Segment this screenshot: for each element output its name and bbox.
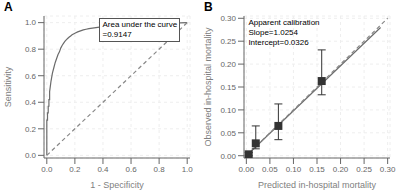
svg-text:0.2: 0.2 bbox=[25, 125, 37, 134]
svg-text:Observed in-hospital mortality: Observed in-hospital mortality bbox=[203, 27, 213, 147]
svg-text:0.05: 0.05 bbox=[262, 165, 278, 174]
svg-text:0.15: 0.15 bbox=[309, 165, 325, 174]
svg-text:0.30: 0.30 bbox=[220, 14, 236, 23]
svg-text:0.20: 0.20 bbox=[333, 165, 349, 174]
svg-text:Sensitivity: Sensitivity bbox=[8, 66, 13, 107]
svg-text:1.0: 1.0 bbox=[25, 18, 37, 27]
svg-text:1.0: 1.0 bbox=[182, 165, 194, 174]
svg-text:0.00: 0.00 bbox=[220, 152, 236, 161]
svg-text:0.25: 0.25 bbox=[356, 165, 372, 174]
html-text:Area under the curve: Area under the curve bbox=[102, 20, 178, 29]
html-text:Apparent calibration: Apparent calibration bbox=[248, 18, 320, 27]
svg-text:0.05: 0.05 bbox=[220, 129, 236, 138]
html-text:A: A bbox=[4, 0, 13, 14]
svg-text:Predicted in-hospital mortalit: Predicted in-hospital mortality bbox=[258, 180, 377, 190]
svg-text:0.8: 0.8 bbox=[25, 45, 37, 54]
html-text:=0.9147: =0.9147 bbox=[102, 30, 132, 39]
html-text:Slope=1.0254: Slope=1.0254 bbox=[248, 28, 298, 37]
svg-text:0.8: 0.8 bbox=[154, 165, 166, 174]
svg-text:0.20: 0.20 bbox=[220, 60, 236, 69]
svg-text:0.15: 0.15 bbox=[220, 83, 236, 92]
svg-text:0.30: 0.30 bbox=[380, 165, 392, 174]
svg-text:0.6: 0.6 bbox=[25, 72, 37, 81]
svg-text:0.10: 0.10 bbox=[286, 165, 302, 174]
svg-text:0.2: 0.2 bbox=[69, 165, 81, 174]
svg-text:0.6: 0.6 bbox=[125, 165, 137, 174]
svg-text:0.4: 0.4 bbox=[97, 165, 109, 174]
svg-text:0.0: 0.0 bbox=[25, 151, 37, 160]
svg-text:0.10: 0.10 bbox=[220, 106, 236, 115]
html-text:Intercept=0.0326: Intercept=0.0326 bbox=[248, 38, 309, 47]
svg-text:0.0: 0.0 bbox=[41, 165, 53, 174]
svg-text:0.25: 0.25 bbox=[220, 37, 236, 46]
svg-text:0.4: 0.4 bbox=[25, 98, 37, 107]
html-text:B: B bbox=[204, 0, 213, 14]
svg-text:0.00: 0.00 bbox=[239, 165, 255, 174]
svg-text:1 - Specificity: 1 - Specificity bbox=[90, 180, 144, 190]
